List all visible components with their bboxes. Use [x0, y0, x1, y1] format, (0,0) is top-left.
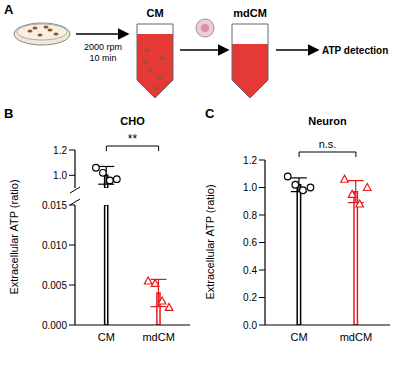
- svg-text:0.8: 0.8: [243, 210, 257, 221]
- svg-text:Extracellular ATP (ratio): Extracellular ATP (ratio): [204, 184, 216, 299]
- svg-text:ATP detection: ATP detection: [322, 45, 388, 56]
- svg-text:mdCM: mdCM: [340, 331, 372, 343]
- svg-text:A: A: [4, 2, 14, 17]
- svg-text:0.2: 0.2: [243, 292, 257, 303]
- svg-text:B: B: [4, 106, 13, 121]
- svg-text:1.0: 1.0: [243, 182, 257, 193]
- svg-text:CM: CM: [98, 331, 115, 343]
- svg-text:1.2: 1.2: [243, 155, 257, 166]
- svg-text:mdCM: mdCM: [142, 331, 174, 343]
- svg-text:0.0: 0.0: [243, 320, 257, 331]
- svg-text:0.015: 0.015: [42, 200, 67, 211]
- svg-text:C: C: [205, 106, 215, 121]
- svg-text:10 min: 10 min: [89, 53, 116, 63]
- svg-text:0.6: 0.6: [243, 237, 257, 248]
- svg-text:n.s.: n.s.: [319, 138, 337, 150]
- svg-text:0.010: 0.010: [42, 240, 67, 251]
- svg-text:0.000: 0.000: [42, 320, 67, 331]
- svg-text:1.2: 1.2: [53, 145, 67, 156]
- svg-text:**: **: [128, 132, 138, 146]
- svg-text:0.005: 0.005: [42, 280, 67, 291]
- svg-text:Neuron: Neuron: [308, 115, 347, 127]
- svg-text:0.4: 0.4: [243, 265, 257, 276]
- svg-text:Extracellular ATP (ratio): Extracellular ATP (ratio): [8, 179, 20, 294]
- svg-text:CHO: CHO: [120, 115, 145, 127]
- svg-text:1.0: 1.0: [53, 170, 67, 181]
- svg-text:2000 rpm: 2000 rpm: [84, 42, 122, 52]
- svg-text:CM: CM: [291, 331, 308, 343]
- svg-text:CM: CM: [146, 7, 163, 19]
- svg-text:mdCM: mdCM: [233, 7, 267, 19]
